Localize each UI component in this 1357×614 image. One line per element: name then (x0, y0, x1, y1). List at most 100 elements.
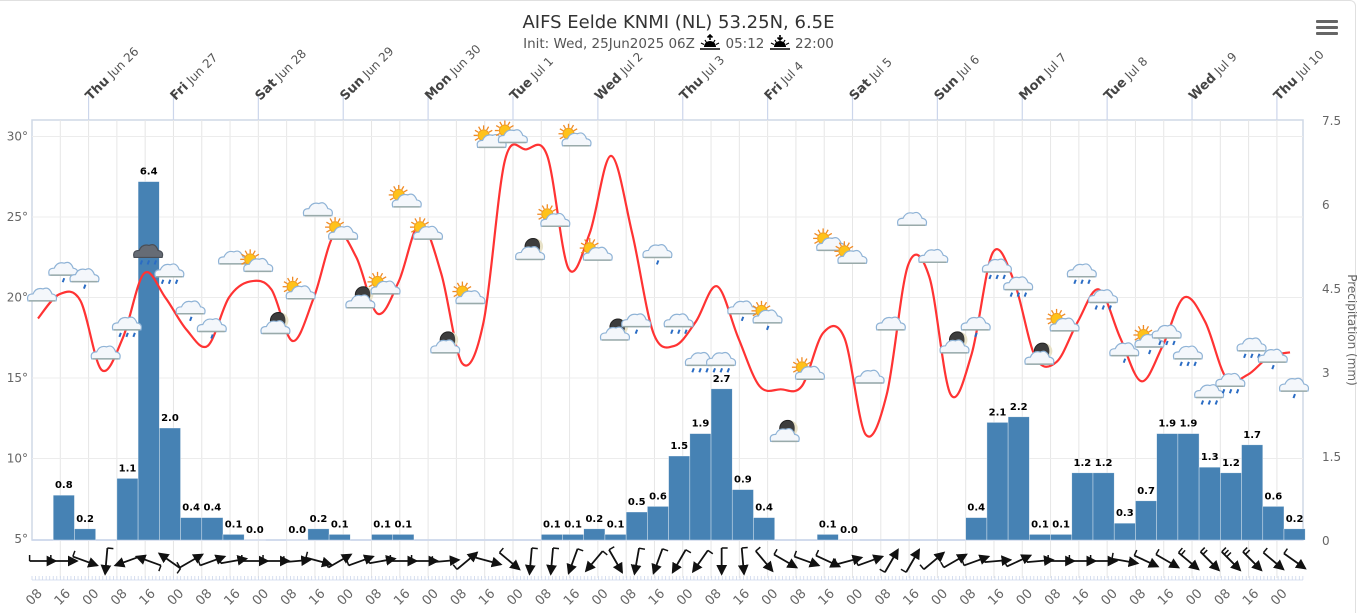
wind-feather (197, 559, 201, 566)
temperature-point (716, 285, 718, 287)
hour-label: 08 (108, 586, 130, 608)
cloud-shape (69, 268, 100, 283)
precipitation-bar (1092, 472, 1115, 541)
precipitation-value-label: 0.5 (628, 497, 646, 508)
precipitation-bar (1050, 534, 1073, 541)
temperature-point (631, 232, 633, 234)
sun-ray (368, 276, 373, 280)
precipitation-bar (986, 422, 1009, 541)
wind-barb (1177, 547, 1200, 571)
wind-arrow (836, 554, 864, 566)
temperature-point (971, 353, 973, 355)
temperature-point (886, 393, 888, 395)
precipitation-value-label: 0.2 (310, 514, 328, 525)
temperature-tick-label: 30° (7, 130, 28, 144)
cloud-shape (663, 313, 694, 328)
precipitation-value-label: 2.7 (713, 374, 731, 385)
wind-feather (608, 546, 615, 551)
sun-ray (453, 285, 458, 290)
rain-drop (766, 325, 770, 331)
wind-feather (107, 547, 114, 550)
sun-ray (401, 185, 405, 191)
wind-arrow (546, 547, 557, 576)
cloud-shape (540, 212, 571, 227)
hour-label: 08 (193, 586, 215, 608)
wind-arrow (305, 556, 333, 568)
precipitation-value-label: 0.1 (373, 519, 391, 530)
cloud-shape (1003, 276, 1034, 291)
day-label: Tue Jul 8 (1101, 54, 1151, 104)
temperature-point (610, 155, 612, 157)
sun-ray (389, 197, 394, 201)
rain-drop (118, 332, 122, 338)
sun-ray (817, 229, 821, 234)
cloud-shape (1066, 263, 1097, 278)
temperature-point (249, 280, 251, 282)
sun-ray (326, 229, 331, 233)
partly-sunny-icon (409, 217, 444, 240)
rain-icon (1215, 372, 1246, 394)
sun-ray (244, 250, 248, 255)
sun-ray (1058, 309, 1063, 315)
sun-ray (573, 128, 578, 132)
sun-ray (371, 272, 376, 278)
hour-label: 08 (872, 586, 894, 608)
precipitation-value-label: 0.9 (734, 475, 752, 486)
cloud-shape (621, 313, 652, 328)
precipitation-bar (604, 534, 627, 541)
wind-barb (940, 553, 968, 569)
wind-barb (1133, 549, 1160, 568)
sun-ray (825, 229, 829, 234)
hour-label: 16 (1240, 586, 1262, 608)
wind-arrow (630, 548, 642, 576)
hour-label: 00 (1014, 586, 1036, 608)
rain-drop (1292, 393, 1296, 399)
rain-drop (146, 260, 151, 265)
wind-feather (834, 558, 838, 565)
sun-ray (592, 239, 596, 244)
temperature-point (207, 345, 209, 347)
wind-feather (1155, 548, 1160, 555)
wind-barb (608, 546, 623, 574)
wind-feather (900, 568, 907, 573)
rain-drop (705, 367, 709, 373)
wind-arrow (794, 555, 821, 568)
hour-label: 16 (221, 586, 243, 608)
wind-barb (100, 547, 114, 576)
sun-ray (752, 305, 757, 309)
precipitation-bar (116, 478, 139, 541)
temperature-point (58, 293, 60, 295)
wind-feather (1133, 549, 1138, 556)
cloud-shape (1087, 289, 1119, 304)
rain-drop (988, 274, 992, 280)
precipitation-axis: 0 1.5 3 4.5 6 7.5 (1322, 114, 1341, 548)
precipitation-value-label: 1.7 (1243, 430, 1261, 441)
day-labels: Thu Jun 26 Fri Jun 27 Sat Jun 28 Sun Jun 29… (83, 42, 1327, 120)
hour-label: 00 (844, 586, 866, 608)
sun-ray (403, 189, 408, 193)
hamburger-menu-icon[interactable] (1316, 20, 1338, 38)
wind-barb (431, 555, 461, 567)
sun-ray (559, 128, 564, 132)
cloud-shape (794, 365, 826, 380)
temperature-point (164, 297, 166, 299)
rain-drop (1214, 400, 1219, 405)
precipitation-value-label: 0.0 (840, 525, 858, 536)
partly-sunny-icon (537, 204, 571, 228)
hour-label: 16 (1155, 586, 1177, 608)
cloud-shape (642, 244, 673, 259)
temperature-point (1183, 297, 1185, 299)
precipitation-bar (1156, 433, 1179, 541)
wind-barb (900, 548, 921, 573)
cloudy-icon (217, 250, 249, 265)
sun-ray (495, 124, 500, 129)
temperature-tick-label: 20° (7, 291, 28, 305)
wind-arrow (737, 547, 749, 576)
temperature-point (1056, 361, 1058, 363)
partly-sunny-icon (494, 120, 528, 144)
precipitation-value-label: 0.1 (331, 519, 349, 530)
day-label: Sun Jun 29 (337, 44, 397, 104)
cloudy-icon (854, 369, 885, 384)
wind-barb (630, 547, 646, 576)
precipitation-bar (159, 427, 181, 541)
